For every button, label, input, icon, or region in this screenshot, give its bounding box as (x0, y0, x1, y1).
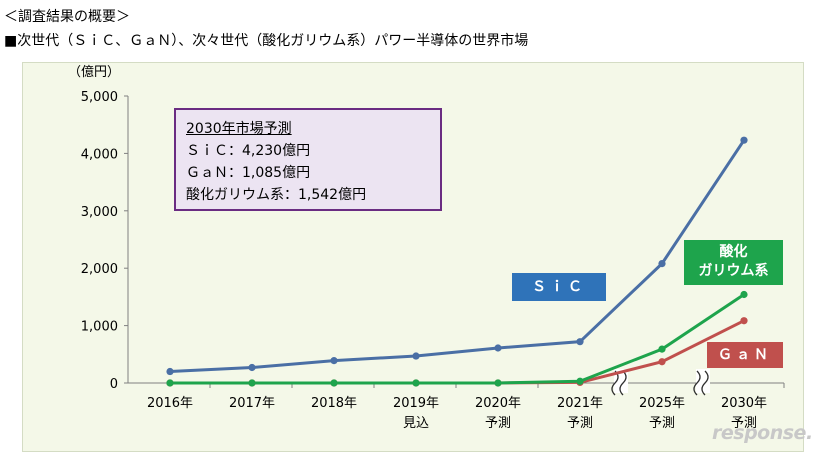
axis-break-mark (701, 370, 709, 396)
gallium-oxide-data-point (576, 377, 584, 385)
sic-series-label: ＳｉＣ (512, 273, 606, 301)
sic-data-point (494, 344, 502, 352)
chart-heading: ■次世代（ＳｉＣ、ＧａＮ）、次々世代（酸化ガリウム系）パワー半導体の世界市場 (4, 33, 529, 49)
x-tick-label: 2018年 (311, 396, 357, 411)
gan-series-label: ＧａＮ (707, 342, 783, 368)
sic-data-point (166, 367, 174, 376)
gan-data-point (658, 358, 666, 366)
sic-data-point (412, 352, 420, 360)
y-tick-label: 4,000 (81, 147, 118, 162)
gallium-oxide-data-point (166, 379, 174, 387)
gan-data-point (740, 317, 748, 325)
note-title: 2030年市場予測 (186, 121, 292, 137)
x-tick-label: 2017年 (229, 396, 275, 411)
y-tick-label: 2,000 (81, 262, 118, 277)
forecast-note-box: 2030年市場予測 ＳｉＣ：4,230億円 ＧａＮ：1,085億円 酸化ガリウム… (174, 108, 442, 211)
section-title: ＜調査結果の概要＞ (4, 9, 130, 25)
sic-series-line (169, 139, 746, 374)
sic-data-point (576, 338, 584, 346)
x-tick-label: 予測 (731, 416, 757, 431)
x-tick-label: 見込 (403, 416, 429, 431)
gallium-oxide-data-point (330, 379, 338, 387)
x-tick-label: 予測 (567, 416, 593, 431)
note-sic: ＳｉＣ：4,230億円 (186, 143, 311, 159)
y-tick-label: 0 (110, 377, 118, 392)
y-tick-label: 1,000 (81, 320, 118, 335)
x-tick-label: 2025年 (639, 396, 685, 411)
sic-data-point (658, 260, 666, 268)
axis-break-mark (693, 370, 701, 396)
gallium-oxide-data-point (248, 379, 256, 387)
sic-data-point (248, 363, 256, 372)
x-tick-label: 2019年 (393, 396, 439, 411)
sic-data-point (740, 136, 748, 144)
gao-label-line2: ガリウム系 (698, 263, 769, 279)
sic-data-point (330, 357, 338, 365)
axis-break-mark (619, 370, 627, 396)
x-tick-label: 2030年 (721, 396, 767, 411)
y-axis-unit-label: （億円） (68, 64, 120, 80)
gao-label-line1: 酸化 (719, 244, 748, 260)
gallium-oxide-data-point (494, 379, 502, 387)
gallium-oxide-data-point (412, 379, 420, 387)
x-tick-label: 2020年 (475, 396, 521, 411)
y-tick-label: 3,000 (81, 205, 118, 220)
gallium-oxide-data-point (658, 345, 666, 353)
gallium-oxide-series-label: 酸化 ガリウム系 (684, 240, 783, 285)
note-gao: 酸化ガリウム系：1,542億円 (186, 187, 367, 203)
note-gan: ＧａＮ：1,085億円 (186, 165, 311, 181)
watermark-logo: response. (712, 422, 813, 444)
y-tick-label: 5,000 (81, 90, 118, 105)
x-tick-label: 予測 (485, 416, 511, 431)
gallium-oxide-series-line (170, 293, 745, 385)
x-tick-label: 予測 (649, 416, 675, 431)
x-tick-label: 2021年 (557, 396, 603, 411)
gallium-oxide-data-point (740, 290, 748, 299)
x-tick-label: 2016年 (147, 396, 193, 411)
